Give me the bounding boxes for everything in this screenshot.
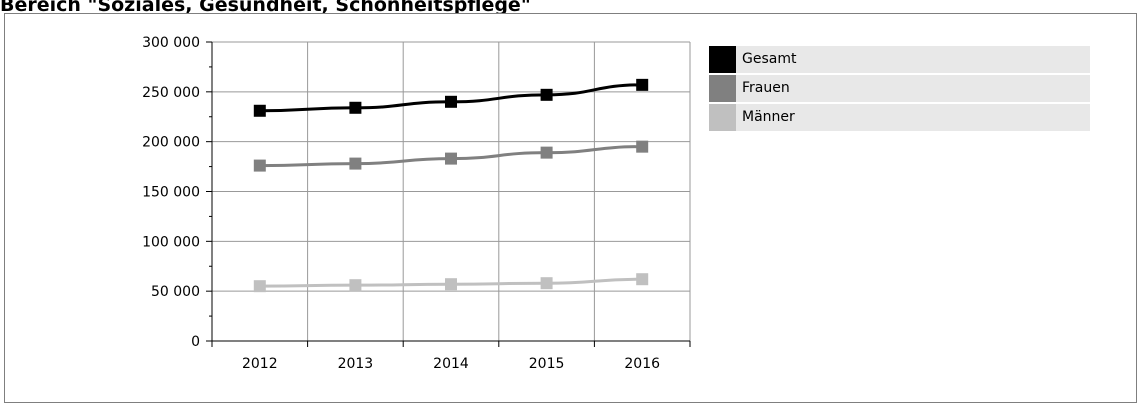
x-tick-label: 2014 <box>433 356 469 372</box>
data-point <box>253 104 266 117</box>
legend: Gesamt Frauen Männer <box>709 46 1090 133</box>
data-point <box>636 78 649 91</box>
y-tick-label: 150 000 <box>142 185 200 201</box>
data-point <box>540 146 553 159</box>
series-männer <box>253 273 649 293</box>
legend-swatch <box>709 104 736 131</box>
x-tick-label: 2016 <box>624 356 660 372</box>
data-point <box>636 140 649 153</box>
legend-label: Männer <box>742 109 795 125</box>
data-point <box>540 277 553 290</box>
legend-swatch <box>709 46 736 73</box>
y-tick-label: 0 <box>191 334 200 350</box>
chart-title: Bereich "Soziales, Gesundheit, Schönheit… <box>0 0 531 16</box>
legend-label: Gesamt <box>742 51 797 67</box>
y-tick-label: 100 000 <box>142 234 200 250</box>
data-point <box>349 157 362 170</box>
data-point <box>445 152 457 165</box>
data-point <box>445 95 457 108</box>
y-tick-label: 200 000 <box>142 135 200 151</box>
legend-item: Gesamt <box>709 46 1090 73</box>
data-point <box>445 278 457 291</box>
data-point <box>349 101 362 114</box>
x-tick-label: 2012 <box>242 356 278 372</box>
legend-label: Frauen <box>742 80 790 96</box>
y-tick-label: 250 000 <box>142 85 200 101</box>
x-tick-label: 2013 <box>338 356 374 372</box>
series-gesamt <box>253 78 649 117</box>
series-group <box>253 78 649 293</box>
legend-item: Frauen <box>709 75 1090 102</box>
legend-item: Männer <box>709 104 1090 131</box>
y-tick-label: 300 000 <box>142 35 200 51</box>
x-tick-label: 2015 <box>529 356 565 372</box>
data-point <box>349 279 362 292</box>
data-point <box>253 280 266 293</box>
legend-swatch <box>709 75 736 102</box>
data-point <box>253 159 266 172</box>
series-frauen <box>253 140 649 172</box>
data-point <box>636 273 649 286</box>
data-point <box>540 88 553 101</box>
y-tick-label: 50 000 <box>151 284 200 300</box>
y-axis-ticks: 0 50 000 100 000 150 000 200 000 250 000 300 0… <box>142 35 212 350</box>
x-axis-ticks: 2012 2013 2014 2015 2016 <box>211 341 691 372</box>
grid-lines <box>212 41 691 341</box>
